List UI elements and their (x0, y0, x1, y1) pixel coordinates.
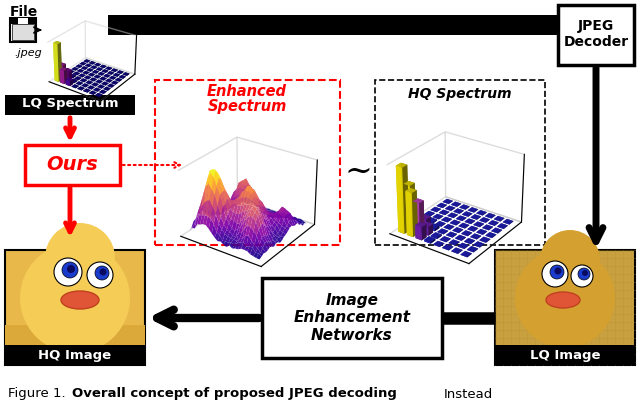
Circle shape (54, 258, 82, 286)
Circle shape (20, 243, 130, 353)
Circle shape (95, 266, 109, 280)
Circle shape (45, 223, 115, 293)
Bar (495, 250, 635, 365)
Circle shape (515, 248, 615, 348)
Text: Overall concept of proposed JPEG decoding: Overall concept of proposed JPEG decodin… (72, 387, 397, 401)
Bar (5, 250, 145, 365)
Bar (558, 5, 634, 65)
Bar (5, 95, 135, 115)
Text: Enhanced: Enhanced (207, 85, 287, 99)
Bar (18, 18, 28, 24)
Text: .jpeg: .jpeg (14, 48, 42, 58)
Circle shape (582, 270, 588, 276)
Circle shape (67, 265, 75, 273)
Circle shape (578, 268, 590, 280)
Text: LQ Spectrum: LQ Spectrum (22, 97, 118, 111)
Text: ~: ~ (344, 156, 372, 188)
Bar (5, 325, 145, 365)
Circle shape (571, 265, 593, 287)
Text: HQ Spectrum: HQ Spectrum (408, 87, 512, 101)
Ellipse shape (546, 292, 580, 308)
Bar (10, 18, 36, 24)
Bar (155, 80, 340, 245)
Circle shape (550, 265, 564, 279)
Text: Figure 1.: Figure 1. (8, 387, 74, 401)
Circle shape (62, 262, 78, 278)
Text: Instead: Instead (444, 387, 493, 401)
Circle shape (99, 269, 106, 275)
Circle shape (542, 261, 568, 287)
Text: LQ Image: LQ Image (530, 348, 600, 361)
Bar (262, 278, 442, 358)
Circle shape (554, 267, 561, 275)
Circle shape (87, 262, 113, 288)
Bar (10, 18, 36, 42)
Text: File: File (10, 5, 38, 19)
Bar (375, 80, 545, 245)
Bar (12, 24, 34, 40)
Text: HQ Image: HQ Image (38, 348, 111, 361)
Text: JPEG
Decoder: JPEG Decoder (563, 19, 628, 49)
Circle shape (540, 230, 600, 290)
Bar (495, 345, 635, 365)
Bar (5, 345, 145, 365)
Bar (25, 145, 120, 185)
Text: Image
Enhancement
Networks: Image Enhancement Networks (294, 293, 410, 343)
Text: Ours: Ours (46, 154, 98, 174)
Bar (108, 15, 563, 35)
Ellipse shape (61, 291, 99, 309)
Text: Spectrum: Spectrum (207, 99, 287, 115)
